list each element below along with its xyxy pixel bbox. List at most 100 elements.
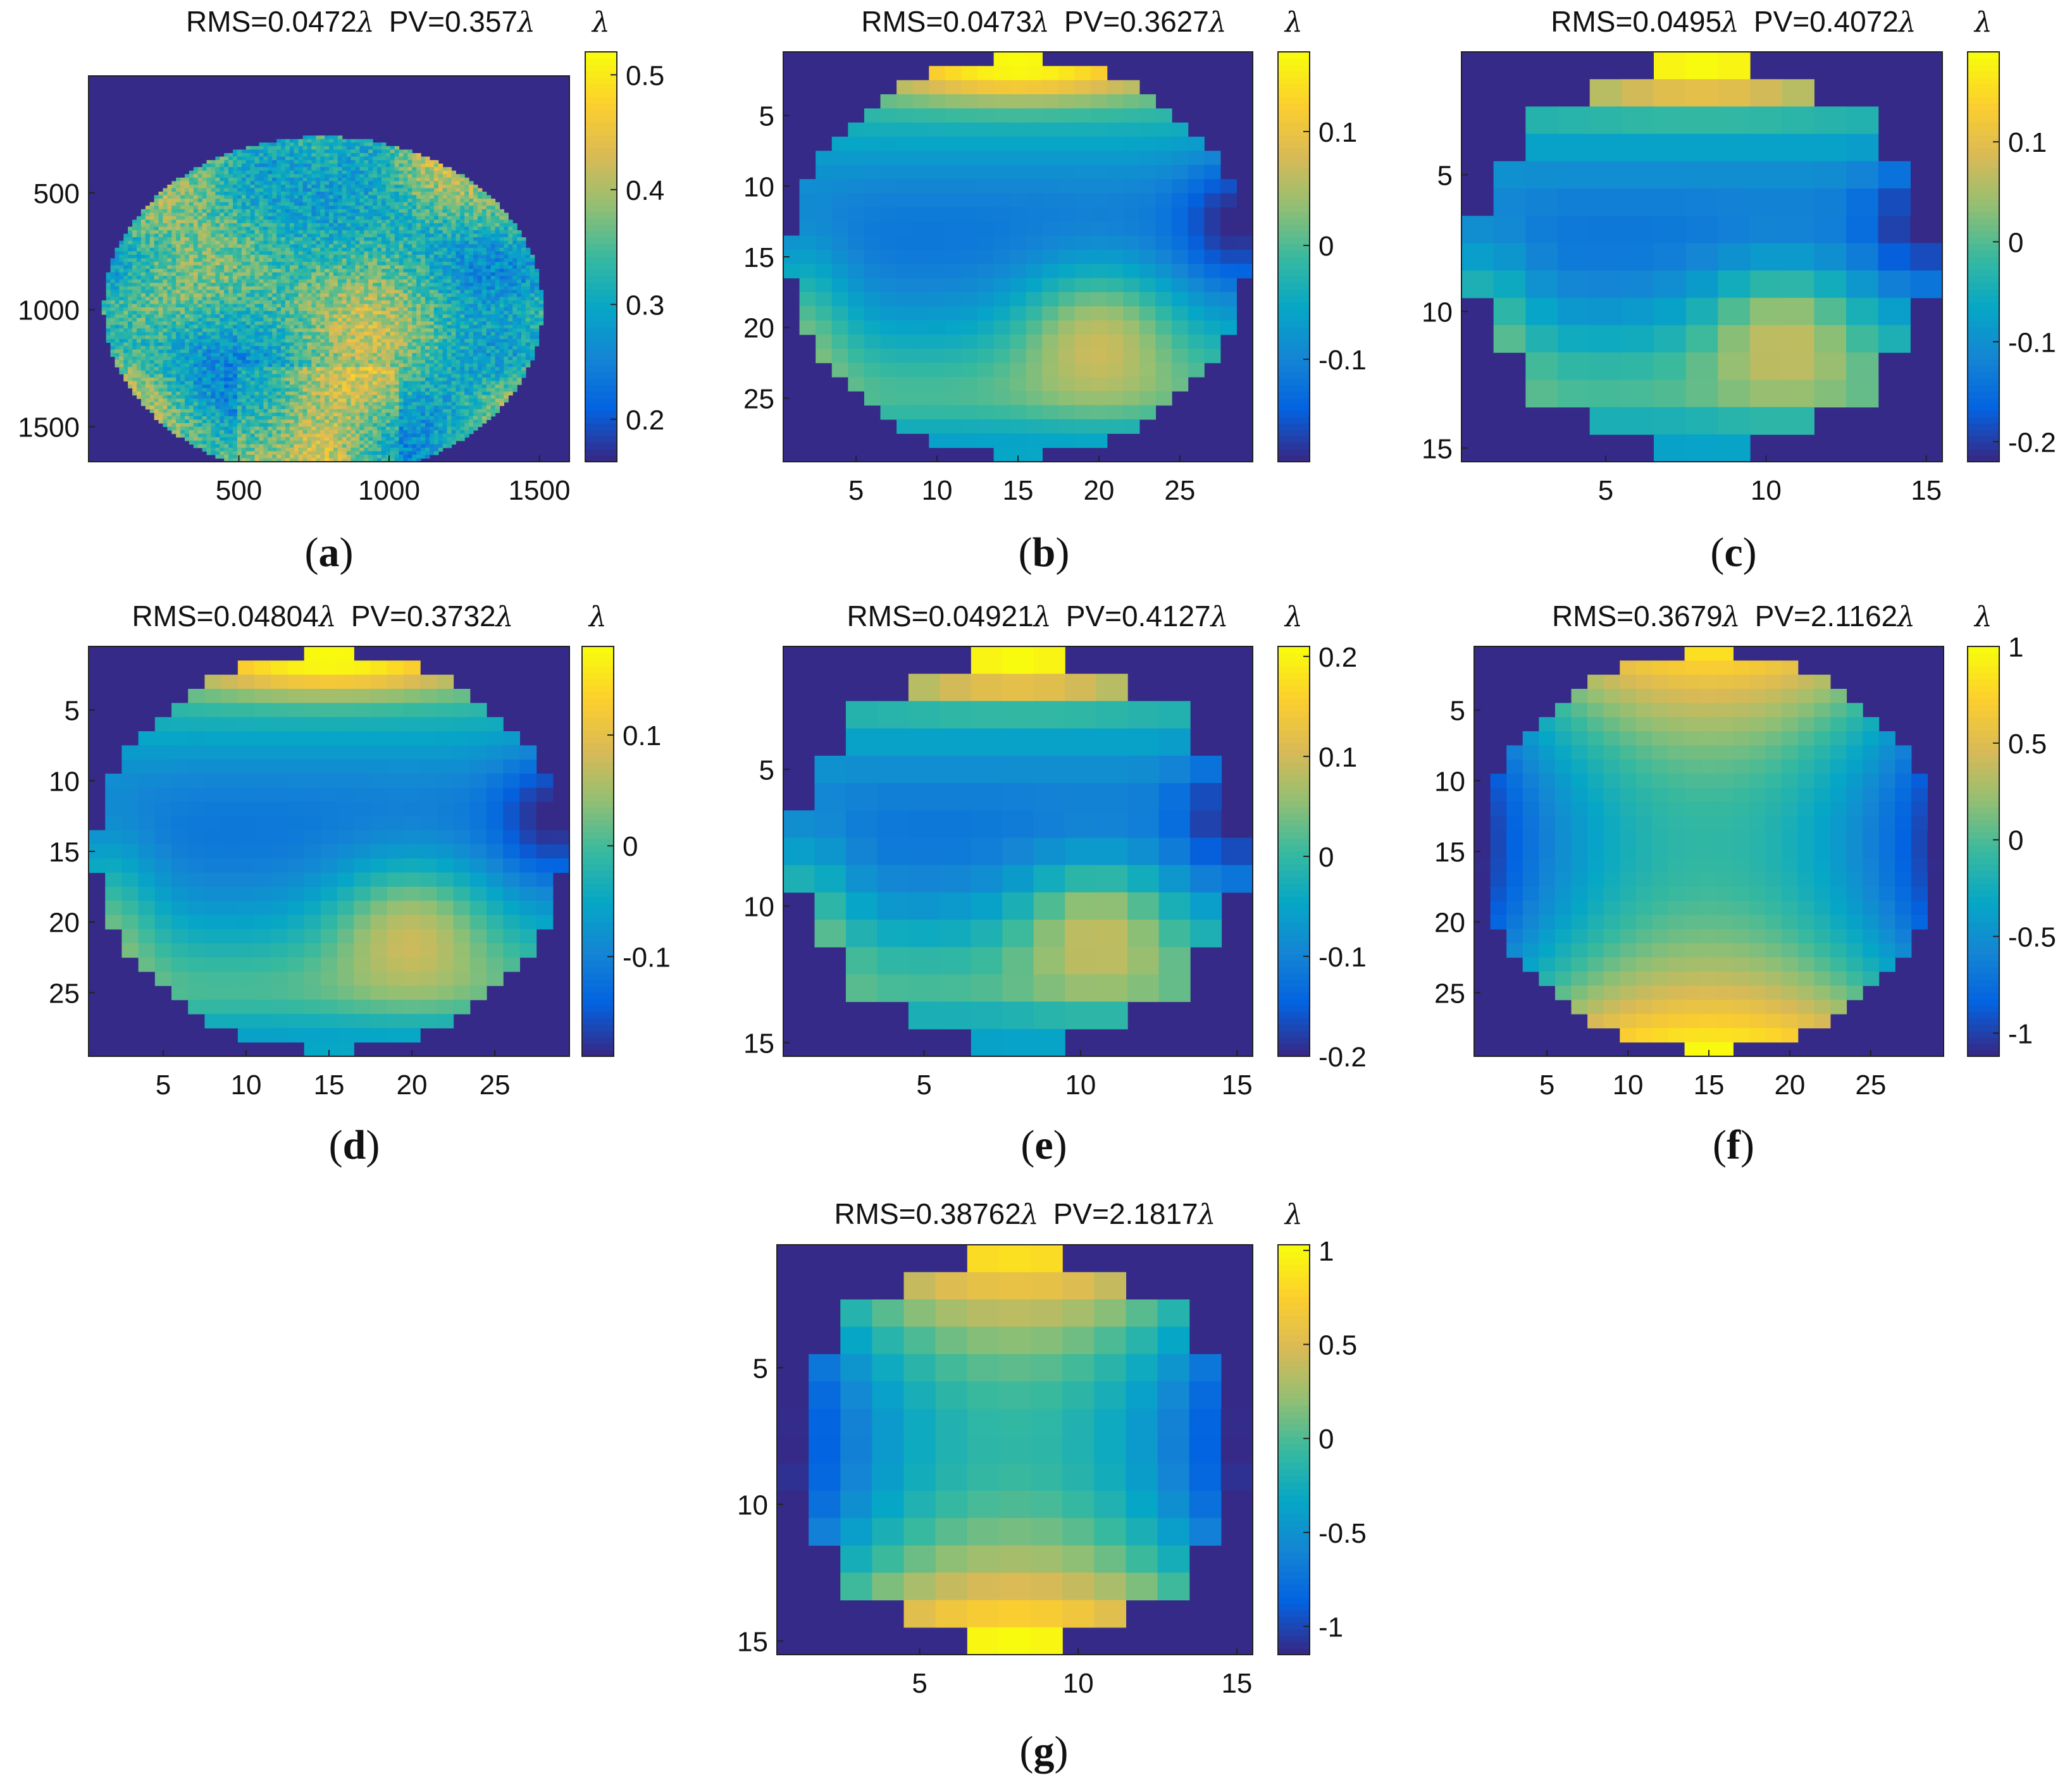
heatmap-cell (254, 423, 260, 428)
heatmap-cell (128, 269, 133, 273)
heatmap-cell (263, 254, 268, 259)
heatmap-cell (276, 160, 282, 164)
heatmap-cell (237, 261, 242, 266)
heatmap-cell (140, 286, 146, 290)
heatmap-cell (220, 286, 225, 290)
heatmap-cell (202, 213, 208, 217)
heatmap-cell (368, 216, 373, 220)
heatmap-cell (237, 216, 242, 220)
heatmap-cell (245, 254, 251, 259)
heatmap-cell (276, 181, 282, 185)
heatmap-cell (245, 311, 251, 315)
heatmap-cell (149, 363, 155, 367)
heatmap-cell (228, 395, 233, 399)
heatmap-cell (351, 145, 356, 151)
heatmap-cell (171, 419, 177, 424)
heatmap-cell (285, 163, 290, 168)
heatmap-cell (206, 206, 212, 210)
heatmap-cell (197, 328, 203, 333)
heatmap-cell (281, 153, 286, 157)
heatmap-cell (158, 335, 164, 340)
heatmap-cell (368, 409, 373, 413)
heatmap-cell (115, 346, 120, 350)
heatmap-cell (355, 419, 360, 424)
heatmap-cell (316, 328, 321, 333)
heatmap-cell (276, 261, 282, 266)
heatmap-cell (123, 247, 128, 252)
heatmap-cell (285, 240, 290, 245)
heatmap-cell (276, 342, 282, 347)
heatmap-cell (115, 258, 120, 262)
heatmap-cell (215, 311, 220, 315)
heatmap-cell (364, 437, 369, 441)
heatmap-cell (359, 447, 364, 452)
heatmap-cell (245, 276, 251, 280)
heatmap-cell (342, 181, 347, 185)
heatmap-cell (368, 437, 373, 441)
heatmap-cell (140, 324, 146, 329)
heatmap-cell (316, 360, 321, 364)
heatmap-cell (128, 265, 133, 269)
heatmap-cell (185, 223, 190, 228)
heatmap-cell (329, 353, 334, 357)
heatmap-cell (281, 367, 286, 371)
heatmap-cell (346, 381, 352, 385)
heatmap-cell (359, 293, 364, 297)
heatmap-cell (137, 395, 142, 399)
heatmap-cell (368, 261, 373, 266)
heatmap-cell (351, 331, 356, 336)
heatmap-cell (272, 444, 277, 448)
heatmap-cell (140, 290, 146, 294)
heatmap-cell (101, 304, 107, 308)
heatmap-cell (316, 269, 321, 273)
heatmap-cell (373, 254, 378, 259)
heatmap-cell (272, 338, 277, 343)
heatmap-cell (316, 223, 321, 228)
heatmap-cell (233, 370, 238, 374)
heatmap-cell (145, 395, 151, 399)
heatmap-cell (197, 269, 203, 273)
heatmap-cell (355, 300, 360, 305)
heatmap-cell (276, 433, 282, 438)
heatmap-cell (250, 216, 256, 220)
heatmap-cell (211, 331, 216, 336)
heatmap-cell (254, 244, 260, 249)
heatmap-cell (180, 311, 185, 315)
heatmap-cell (351, 430, 356, 435)
heatmap-cell (368, 293, 373, 297)
heatmap-cell (268, 454, 273, 459)
heatmap-cell (364, 304, 369, 308)
heatmap-cell (268, 349, 273, 354)
heatmap-cell (140, 318, 146, 322)
heatmap-cell (202, 230, 208, 235)
heatmap-cell (237, 206, 242, 210)
heatmap-cell (220, 454, 225, 459)
heatmap-cell (220, 349, 225, 354)
heatmap-cell (220, 324, 225, 329)
heatmap-cell (245, 269, 251, 273)
heatmap-cell (268, 272, 273, 276)
heatmap-cell (329, 437, 334, 441)
heatmap-cell (316, 307, 321, 312)
heatmap-cell (325, 335, 330, 340)
heatmap-cell (237, 160, 242, 164)
heatmap-cell (346, 237, 352, 242)
heatmap-cell (307, 377, 312, 382)
heatmap-cell (189, 192, 194, 196)
heatmap-cell (289, 163, 295, 168)
heatmap-cell (250, 447, 256, 452)
heatmap-cell (110, 283, 116, 287)
heatmap-cell (329, 160, 334, 164)
heatmap-cell (298, 419, 304, 424)
heatmap-cell (237, 233, 242, 238)
heatmap-cell (316, 251, 321, 256)
heatmap-cell (342, 300, 347, 305)
heatmap-cell (224, 272, 229, 276)
heatmap-cell (325, 247, 330, 252)
heatmap-cell (171, 202, 177, 206)
heatmap-cell (220, 447, 225, 452)
heatmap-cell (294, 398, 299, 403)
heatmap-cell (241, 174, 247, 178)
heatmap-cell (320, 209, 325, 213)
heatmap-cell (171, 331, 177, 336)
